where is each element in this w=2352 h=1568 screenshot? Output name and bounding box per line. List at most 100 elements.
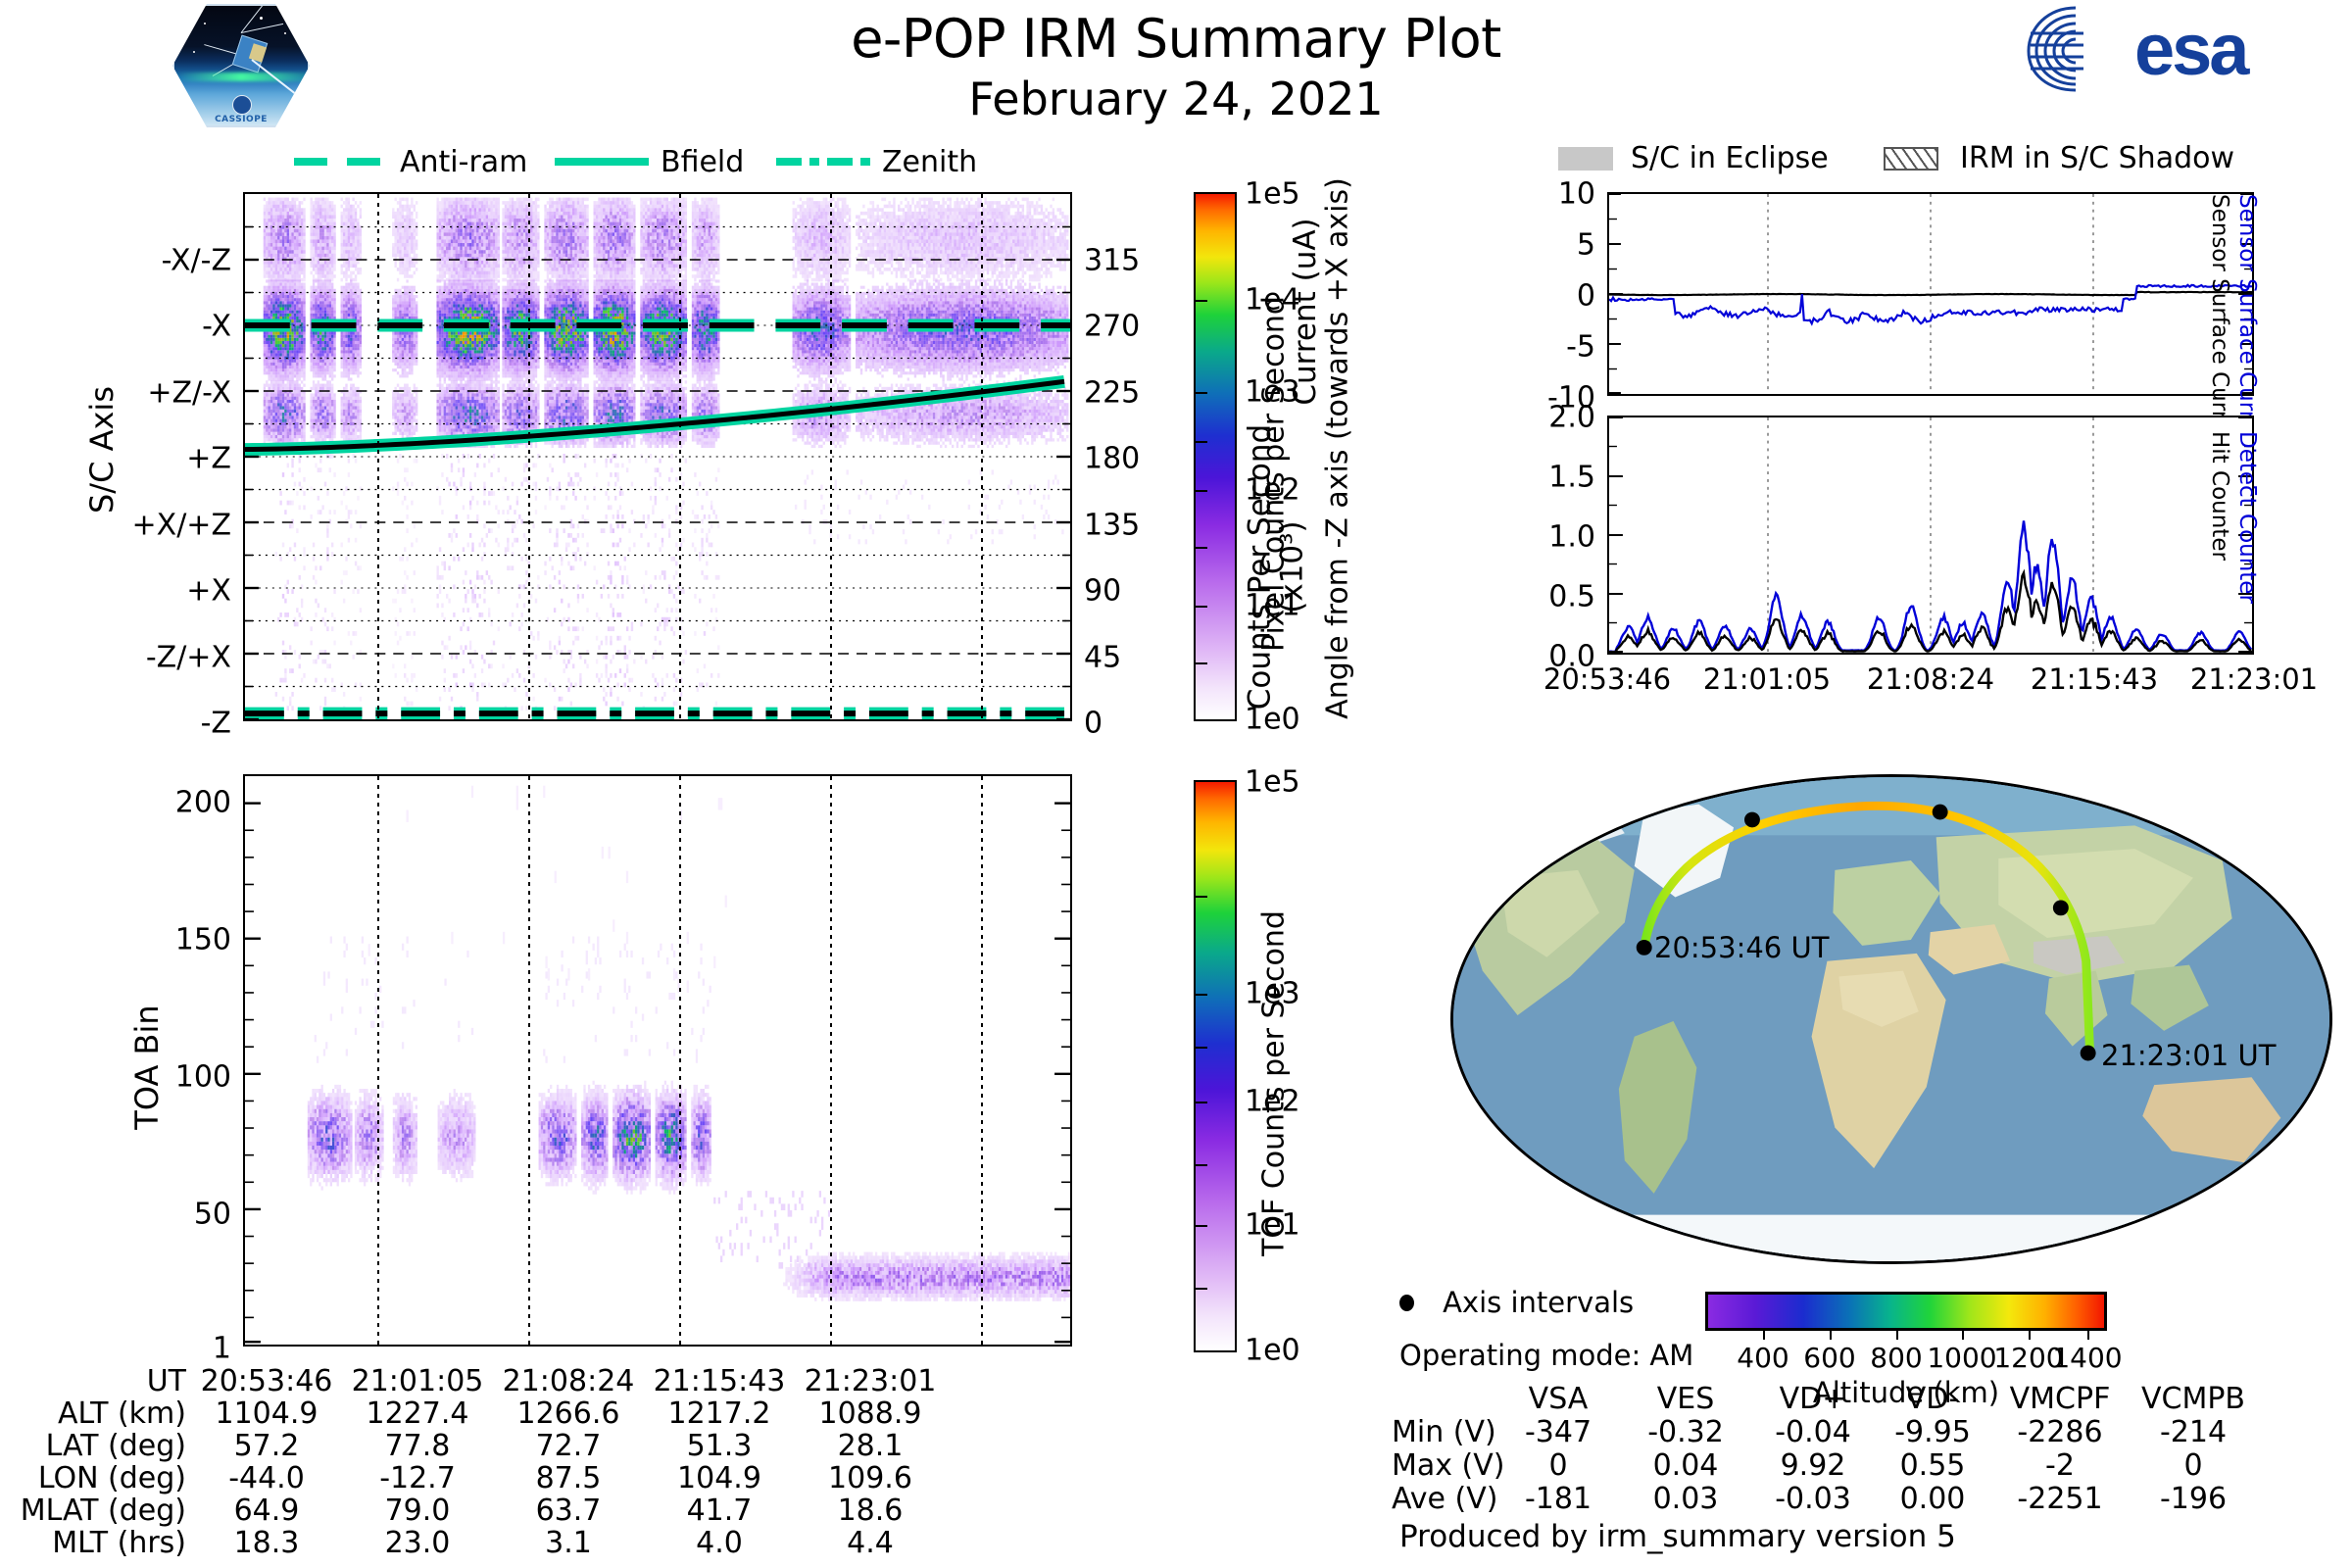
mission-patch-label: CASSIOPE	[174, 115, 308, 124]
axis-intervals-label: Axis intervals	[1443, 1286, 1634, 1319]
axis-label-current: Current (uA)	[1288, 165, 1323, 459]
cell-mlat-0: 64.9	[188, 1494, 345, 1528]
altitude-colorbar: 400 600 800 1000 1200 1400	[1705, 1292, 2123, 1374]
row-label-max: Max (V)	[1392, 1448, 1505, 1483]
ytick-cnt-10: 1.0	[1548, 520, 1595, 555]
col-header-ves: VES	[1627, 1382, 1744, 1416]
altbar-tick-600: 600	[1803, 1342, 1855, 1374]
legend-label-zenith: Zenith	[882, 145, 977, 179]
cbar1-tick-1e5: 1e5	[1245, 177, 1300, 212]
ytick-sp1-5: +Z/-X	[147, 375, 231, 410]
cbar2-tick-1e0: 1e0	[1245, 1334, 1300, 1368]
legend-label-bfield: Bfield	[661, 145, 744, 179]
dot-marker-icon	[1399, 1294, 1414, 1311]
dash-dot-line-icon	[776, 158, 870, 166]
ytick-cnt-20: 2.0	[1548, 401, 1595, 435]
cell-lat-2: 72.7	[490, 1429, 647, 1463]
cbar1-tick-1e0: 1e0	[1245, 703, 1300, 737]
row-label-mlt: MLT (hrs)	[0, 1526, 186, 1560]
row-label-alt: ALT (km)	[0, 1396, 186, 1431]
cell-mlt-2: 3.1	[490, 1526, 647, 1560]
axis-intervals-legend: Axis intervals	[1399, 1286, 1634, 1319]
cell-ave-vmcpf: -2251	[1991, 1482, 2129, 1516]
toa-spectrogram-panel: 1 50 100 150 200	[175, 774, 1072, 1366]
row-label-ut: UT	[0, 1364, 186, 1398]
row-label-lon: LON (deg)	[0, 1461, 186, 1495]
ytick-right-sp1-6: 270	[1084, 310, 1140, 344]
ytick-cur-0: 0	[1577, 279, 1595, 314]
ytick-sp2-200: 200	[175, 786, 231, 820]
cbar1-tick-1e3: 1e3	[1245, 375, 1300, 410]
cell-max-vdp: 9.92	[1754, 1448, 1872, 1483]
cell-ut-0: 20:53:46	[188, 1364, 345, 1398]
cell-lat-0: 57.2	[188, 1429, 345, 1463]
cbar2-tick-1e1: 1e1	[1245, 1208, 1300, 1243]
cell-mlat-4: 18.6	[792, 1494, 949, 1528]
cbar2-tick-1e5: 1e5	[1245, 765, 1300, 800]
legend-item-anti-ram: Anti-ram	[294, 145, 527, 179]
cell-ave-vcmpb: -196	[2125, 1482, 2262, 1516]
cell-alt-2: 1266.6	[490, 1396, 647, 1431]
ytick-sp1-3: +X/+Z	[132, 508, 231, 542]
map-label-start: 20:53:46 UT	[1654, 931, 1829, 964]
ytick-sp2-50: 50	[194, 1198, 231, 1232]
xtick-r-0: 20:53:46	[1531, 662, 1684, 696]
eclipse-swatch-icon	[1558, 147, 1613, 171]
cbar1-tick-1e2: 1e2	[1245, 473, 1300, 508]
col-header-vdm: VD-	[1874, 1382, 1991, 1416]
ytick-sp2-1: 1	[213, 1332, 231, 1366]
cell-min-vcmpb: -214	[2125, 1415, 2262, 1449]
cell-alt-1: 1227.4	[339, 1396, 496, 1431]
xtick-r-4: 21:23:01	[2178, 662, 2330, 696]
tof-counts-colorbar: 1e5 1e3 1e2 1e1 1e0	[1194, 765, 1300, 1368]
ytick-sp2-100: 100	[175, 1060, 231, 1095]
cbar1-tick-1e1: 1e1	[1245, 589, 1300, 623]
page-title: e-POP IRM Summary Plot	[0, 8, 2352, 70]
legend-orientation: Anti-ram Bfield Zenith	[294, 145, 977, 179]
legend-label-sc-eclipse: S/C in Eclipse	[1631, 141, 1829, 175]
angle-spectrogram-panel: -Z -Z/+X +X +X/+Z +Z +Z/-X -X -X/-Z 0 45…	[132, 192, 1140, 741]
esa-logo: esa	[2025, 4, 2319, 106]
cell-mlat-3: 41.7	[641, 1494, 798, 1528]
xtick-r-2: 21:08:24	[1854, 662, 2007, 696]
row-label-min: Min (V)	[1392, 1415, 1496, 1449]
row-label-mlat: MLAT (deg)	[0, 1494, 186, 1528]
axis-label-counts-per-second: Counts Per Second (x10³)	[1242, 420, 1309, 714]
row-label-ave: Ave (V)	[1392, 1482, 1497, 1516]
row-label-lat: LAT (deg)	[0, 1429, 186, 1463]
ytick-cur-5: 5	[1577, 228, 1595, 263]
cell-lon-3: 104.9	[641, 1461, 798, 1495]
col-header-vmcpf: VMCPF	[1991, 1382, 2129, 1416]
cell-ave-vsa: -181	[1499, 1482, 1617, 1516]
ytick-sp1-1: -Z/+X	[146, 640, 231, 674]
pixel-counts-colorbar: 1e5 1e4 1e3 1e2 1e1 1e0	[1194, 177, 1300, 737]
legend-label-irm-shadow: IRM in S/C Shadow	[1960, 141, 2234, 175]
cell-min-vdp: -0.04	[1754, 1415, 1872, 1449]
ytick-right-sp1-2: 90	[1084, 574, 1121, 609]
ytick-sp1-2: +X	[186, 574, 231, 609]
altbar-tick-400: 400	[1737, 1342, 1788, 1374]
operating-mode-label: Operating mode: AM	[1399, 1339, 1693, 1372]
cell-max-vmcpf: -2	[1991, 1448, 2129, 1483]
time-axis-right: 20:53:46 21:01:05 21:08:24 21:15:43 21:2…	[1544, 662, 2318, 702]
cell-lon-2: 87.5	[490, 1461, 647, 1495]
ytick-cnt-00: 0.0	[1548, 640, 1595, 674]
xtick-r-1: 21:01:05	[1690, 662, 1843, 696]
cbar2-tick-1e3: 1e3	[1245, 977, 1300, 1011]
ytick-right-sp1-7: 315	[1084, 243, 1140, 277]
ytick-right-sp1-5: 225	[1084, 375, 1140, 410]
altitude-colorbar-label: Altitude (km)	[1705, 1376, 2107, 1409]
shadow-hatch-swatch-icon	[1884, 147, 1938, 171]
right-label-hit-counter: Hit Counter	[2207, 431, 2232, 561]
cell-lat-3: 51.3	[641, 1429, 798, 1463]
dashed-line-icon	[294, 158, 388, 166]
cell-mlt-4: 4.4	[792, 1526, 949, 1560]
cell-max-vsa: 0	[1499, 1448, 1617, 1483]
legend-eclipse: S/C in Eclipse IRM in S/C Shadow	[1529, 141, 2352, 176]
cbar2-tick-1e2: 1e2	[1245, 1085, 1300, 1119]
cell-ave-ves: 0.03	[1627, 1482, 1744, 1516]
footer-produced-by: Produced by irm_summary version 5	[1399, 1519, 1956, 1554]
cell-min-ves: -0.32	[1627, 1415, 1744, 1449]
cell-alt-0: 1104.9	[188, 1396, 345, 1431]
cell-ave-vdp: -0.03	[1754, 1482, 1872, 1516]
